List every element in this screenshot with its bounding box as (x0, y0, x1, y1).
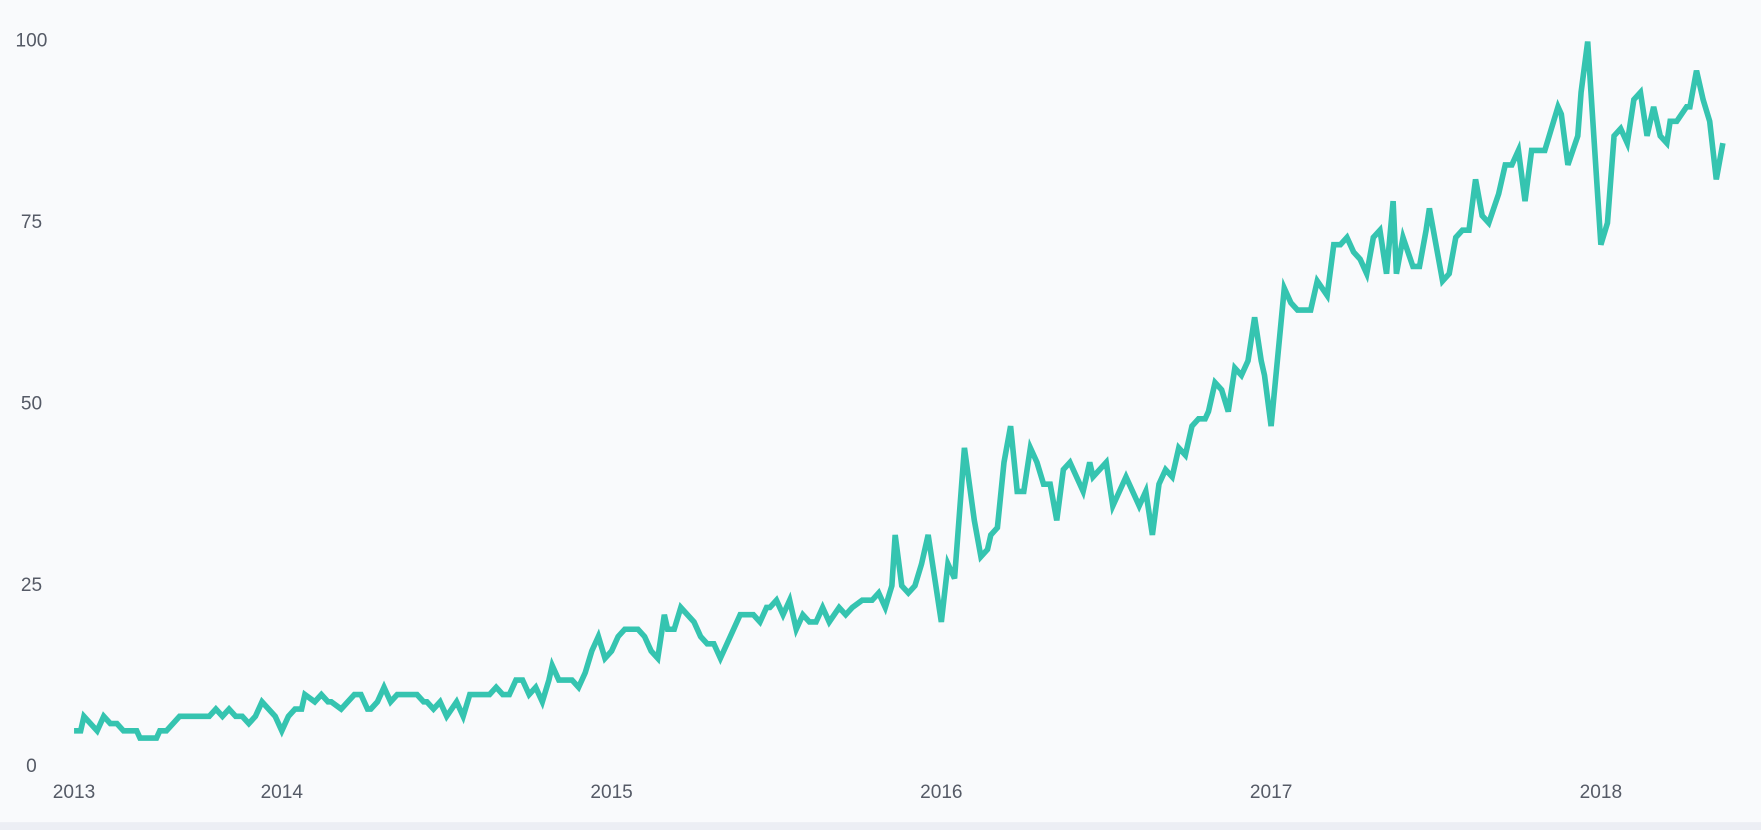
x-tick-label: 2015 (590, 782, 632, 803)
trend-line (74, 41, 1726, 741)
y-tick-label: 100 (16, 31, 48, 52)
x-tick-label: 2013 (53, 782, 95, 803)
x-tick-label: 2017 (1250, 782, 1292, 803)
y-tick-label: 25 (21, 575, 42, 596)
x-tick-label: 2014 (261, 782, 304, 803)
y-tick-label: 50 (21, 393, 42, 414)
x-tick-label: 2018 (1580, 782, 1622, 803)
bottom-strip (0, 822, 1761, 830)
y-tick-label: 0 (26, 756, 37, 777)
x-tick-label: 2016 (920, 782, 962, 803)
y-tick-label: 75 (21, 212, 42, 233)
